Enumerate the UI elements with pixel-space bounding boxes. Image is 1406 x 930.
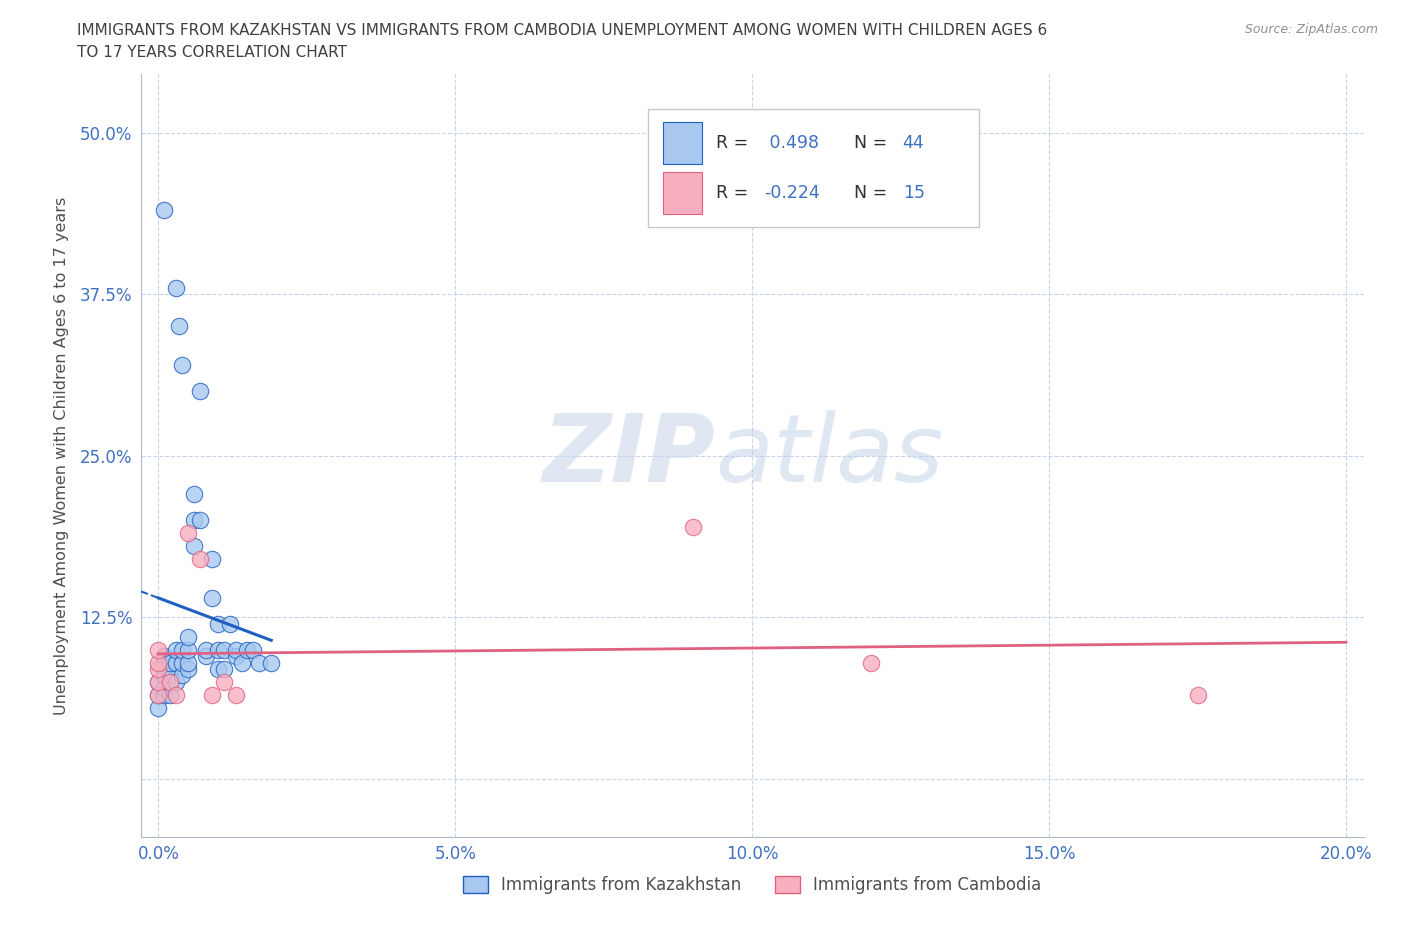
Point bbox=[165, 280, 187, 295]
Text: R =: R = bbox=[716, 134, 748, 152]
Point bbox=[148, 655, 170, 670]
Point bbox=[183, 487, 205, 502]
Text: N =: N = bbox=[853, 134, 887, 152]
Text: N =: N = bbox=[853, 183, 887, 202]
Point bbox=[1187, 687, 1209, 702]
Text: TO 17 YEARS CORRELATION CHART: TO 17 YEARS CORRELATION CHART bbox=[77, 45, 347, 60]
Text: -0.224: -0.224 bbox=[765, 183, 820, 202]
Point bbox=[172, 668, 194, 683]
Point bbox=[165, 687, 187, 702]
Text: atlas: atlas bbox=[716, 410, 943, 501]
Y-axis label: Unemployment Among Women with Children Ages 6 to 17 years: Unemployment Among Women with Children A… bbox=[53, 196, 69, 715]
Point bbox=[242, 642, 264, 657]
Text: 0.498: 0.498 bbox=[765, 134, 820, 152]
Point bbox=[183, 512, 205, 527]
Point bbox=[165, 642, 187, 657]
Point bbox=[153, 687, 176, 702]
Point bbox=[188, 384, 211, 399]
Bar bbox=[662, 122, 702, 164]
Point bbox=[172, 358, 194, 373]
Point bbox=[172, 655, 194, 670]
Point bbox=[148, 661, 170, 676]
Point bbox=[148, 674, 170, 689]
Point bbox=[247, 655, 270, 670]
Point bbox=[153, 655, 176, 670]
Point bbox=[165, 674, 187, 689]
Point bbox=[177, 630, 200, 644]
Point bbox=[159, 655, 181, 670]
Text: IMMIGRANTS FROM KAZAKHSTAN VS IMMIGRANTS FROM CAMBODIA UNEMPLOYMENT AMONG WOMEN : IMMIGRANTS FROM KAZAKHSTAN VS IMMIGRANTS… bbox=[77, 23, 1047, 38]
Point bbox=[153, 648, 176, 663]
Point bbox=[218, 617, 240, 631]
Point bbox=[159, 674, 181, 689]
Bar bbox=[662, 172, 702, 214]
Point bbox=[148, 700, 170, 715]
Point bbox=[212, 642, 235, 657]
Point bbox=[172, 642, 194, 657]
Point bbox=[148, 674, 170, 689]
Point bbox=[177, 642, 200, 657]
Point bbox=[225, 642, 247, 657]
Point bbox=[225, 687, 247, 702]
Point bbox=[682, 519, 704, 534]
Point bbox=[212, 661, 235, 676]
Point bbox=[231, 655, 253, 670]
Point bbox=[207, 617, 229, 631]
Point bbox=[148, 642, 170, 657]
Point bbox=[148, 687, 170, 702]
Text: ZIP: ZIP bbox=[543, 410, 716, 501]
Point bbox=[167, 319, 190, 334]
Point bbox=[207, 642, 229, 657]
Point bbox=[177, 525, 200, 540]
Point bbox=[153, 681, 176, 696]
Point bbox=[159, 674, 181, 689]
Point bbox=[188, 512, 211, 527]
Point bbox=[188, 551, 211, 566]
Point bbox=[194, 648, 217, 663]
Point bbox=[159, 687, 181, 702]
Point bbox=[212, 674, 235, 689]
Text: Source: ZipAtlas.com: Source: ZipAtlas.com bbox=[1244, 23, 1378, 36]
Point bbox=[260, 655, 283, 670]
Point bbox=[201, 551, 224, 566]
Text: 15: 15 bbox=[903, 183, 925, 202]
Point bbox=[159, 668, 181, 683]
Point bbox=[177, 655, 200, 670]
Point bbox=[201, 687, 224, 702]
Point bbox=[859, 655, 882, 670]
Point bbox=[194, 642, 217, 657]
Point bbox=[177, 661, 200, 676]
Point bbox=[207, 661, 229, 676]
Point bbox=[225, 648, 247, 663]
Legend: Immigrants from Kazakhstan, Immigrants from Cambodia: Immigrants from Kazakhstan, Immigrants f… bbox=[457, 870, 1047, 901]
Point bbox=[165, 655, 187, 670]
FancyBboxPatch shape bbox=[648, 109, 979, 227]
Point bbox=[148, 687, 170, 702]
Text: R =: R = bbox=[716, 183, 748, 202]
Point bbox=[153, 668, 176, 683]
Point bbox=[183, 538, 205, 553]
Point bbox=[153, 203, 176, 218]
Text: 44: 44 bbox=[903, 134, 924, 152]
Point bbox=[236, 642, 259, 657]
Point bbox=[201, 591, 224, 605]
